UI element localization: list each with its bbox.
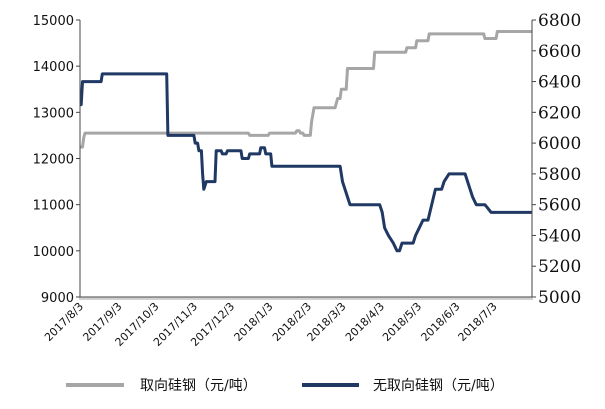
legend-label-non-oriented: 无取向硅钢（元/吨） <box>373 378 504 394</box>
x-axis-tick-label: 2018/6/3 <box>418 300 462 344</box>
left-axis-tick-label: 15000 <box>33 14 74 29</box>
right-axis-tick-label: 6400 <box>538 73 581 93</box>
x-axis-tick-label: 2017/8/3 <box>42 300 86 344</box>
x-axis-tick-label: 2018/7/3 <box>456 300 500 344</box>
right-axis-tick-label: 5600 <box>538 196 581 216</box>
series-line-non-oriented <box>79 72 532 253</box>
right-axis-tick-label: 5800 <box>538 165 581 185</box>
left-axis-tick-label: 9000 <box>41 291 74 306</box>
right-axis-tick-label: 6600 <box>538 42 581 62</box>
left-axis-tick-label: 10000 <box>33 245 74 260</box>
right-axis-tick-label: 6000 <box>538 134 581 154</box>
right-axis-tick-label: 5000 <box>538 288 581 308</box>
right-axis-tick-label: 5400 <box>538 226 581 246</box>
legend-label-grain-oriented: 取向硅钢（元/吨） <box>140 378 257 394</box>
left-axis-tick-label: 11000 <box>33 199 74 214</box>
series-layer <box>79 30 532 253</box>
right-axis-tick-label: 5200 <box>538 257 581 277</box>
ticks-layer: 15000 14000 13000 12000 11000 10000 9000 6800 66… <box>33 11 582 349</box>
x-axis-tick-label: 2018/1/3 <box>231 300 275 344</box>
left-axis-tick-label: 12000 <box>33 153 74 168</box>
left-axis-tick-label: 14000 <box>33 60 74 75</box>
x-axis-tick-label: 2018/5/3 <box>380 300 424 344</box>
legend: 取向硅钢（元/吨） 无取向硅钢（元/吨） <box>66 378 504 394</box>
axes-layer <box>79 20 533 298</box>
right-axis-tick-label: 6200 <box>538 103 581 123</box>
series-line-grain-oriented <box>80 30 532 149</box>
left-axis-tick-label: 13000 <box>33 106 74 121</box>
right-axis-tick-label: 6800 <box>538 11 581 31</box>
x-axis-tick-label: 2018/4/3 <box>343 300 387 344</box>
